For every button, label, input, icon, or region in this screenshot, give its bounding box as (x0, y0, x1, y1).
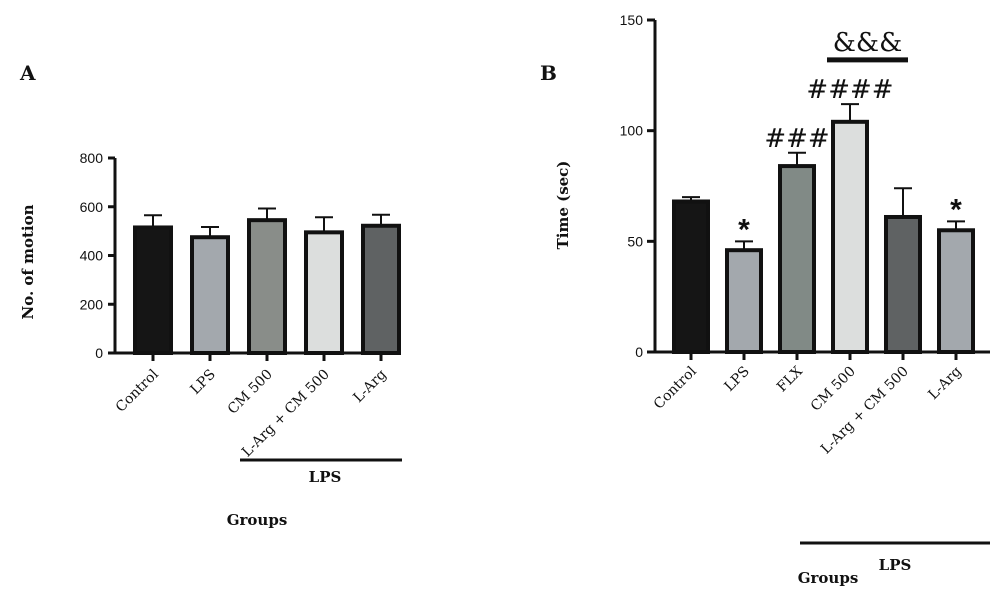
panel-b-bar (937, 228, 975, 354)
panel-a-group-bracket-label: LPS (309, 468, 342, 486)
panel-a-bar (190, 235, 230, 355)
panel-a-bar (247, 218, 287, 355)
panel-a-x-tick-label: Control (113, 366, 162, 415)
panel-b-y-tick-label: 50 (627, 233, 643, 249)
panel-b-bar (831, 119, 869, 354)
panel-b-bar (725, 248, 763, 354)
panel-b-x-tick-label: L-Arg (925, 363, 964, 402)
panel-a-x-tick-label: LPS (187, 367, 218, 398)
panel-b-x-tick-label: FLX (774, 363, 806, 395)
panel-a-bar (133, 225, 173, 355)
panel-b-x-axis-title: Groups (798, 569, 859, 587)
panel-b-y-tick-label: 100 (620, 123, 644, 139)
panel-b-y-tick-label: 0 (635, 344, 643, 360)
panel-b-comparison-label: &&& (833, 28, 902, 58)
panel-a-y-tick-label: 800 (80, 150, 104, 166)
panel-b-x-tick-label: LPS (721, 364, 752, 395)
panel-a-y-tick-label: 200 (80, 296, 104, 312)
panel-a-x-tick-label: CM 500 (225, 367, 276, 418)
panel-a-letter: A (19, 61, 36, 85)
panel-b-x-tick-label: Control (651, 363, 700, 412)
panel-b-significance-label: #### (806, 75, 893, 105)
panel-b-group-bracket-label: LPS (879, 556, 912, 574)
panel-b-significance-label: * (738, 213, 750, 246)
panel-b-letter: B (540, 61, 557, 85)
panel-b-y-tick-label: 150 (620, 12, 644, 28)
panel-b-x-tick-label: CM 500 (808, 364, 859, 415)
panel-a-x-tick-label: L-Arg (350, 366, 389, 405)
panel-a-y-tick-label: 600 (80, 199, 104, 215)
panel-b-bar (778, 164, 816, 354)
panel-b: B Time (sec) Groups 0 50 100 150 Control LPS F… (540, 12, 990, 587)
panel-b-significance-label: * (950, 193, 962, 226)
panel-a-y-tick-label: 0 (95, 345, 103, 361)
panel-b-y-axis-title: Time (sec) (554, 161, 572, 250)
panel-a: A No. of motion Groups 0 200 400 600 800 Cont… (19, 61, 402, 529)
panel-a-bar (304, 230, 344, 355)
panel-a-bar (361, 223, 401, 355)
panel-b-bar (884, 214, 922, 354)
panel-b-bar (672, 199, 710, 354)
panel-b-significance-label: ### (764, 124, 829, 154)
panel-a-x-axis-title: Groups (227, 511, 288, 529)
panel-a-y-axis-title: No. of motion (19, 204, 37, 319)
panel-a-y-tick-label: 400 (80, 248, 104, 264)
